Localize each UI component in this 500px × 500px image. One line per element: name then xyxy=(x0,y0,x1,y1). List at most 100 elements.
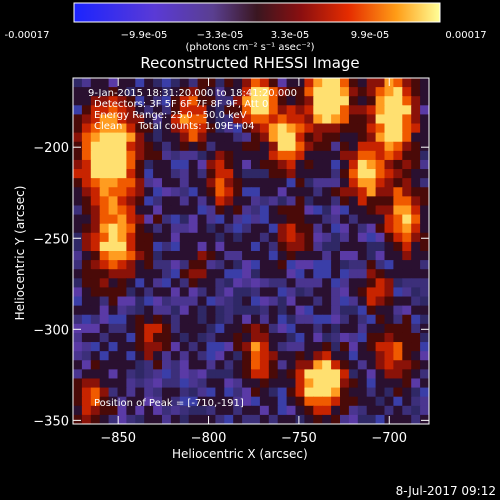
image-pixel xyxy=(215,241,225,252)
image-pixel xyxy=(366,387,377,398)
image-pixel xyxy=(224,396,234,407)
image-pixel xyxy=(126,360,136,370)
image-pixel xyxy=(331,323,341,334)
image-pixel xyxy=(366,332,377,343)
image-pixel xyxy=(188,105,199,116)
image-pixel xyxy=(295,287,305,298)
image-pixel xyxy=(313,87,323,97)
image-pixel xyxy=(135,323,145,334)
image-pixel xyxy=(188,251,199,261)
image-pixel xyxy=(188,414,199,424)
image-pixel xyxy=(162,87,172,97)
image-pixel xyxy=(331,378,341,389)
image-pixel xyxy=(393,114,403,125)
image-pixel xyxy=(402,323,412,334)
image-pixel xyxy=(411,342,421,352)
image-pixel xyxy=(340,232,350,243)
image-pixel xyxy=(224,150,234,161)
image-pixel xyxy=(90,178,101,188)
image-pixel xyxy=(144,241,154,252)
image-pixel xyxy=(170,360,181,370)
image-pixel xyxy=(251,296,261,307)
image-pixel xyxy=(197,132,208,143)
image-pixel xyxy=(393,260,403,270)
image-pixel xyxy=(268,187,279,197)
image-pixel xyxy=(420,232,429,243)
x-tick-label: −700 xyxy=(371,431,407,446)
image-pixel xyxy=(90,296,101,307)
image-pixel xyxy=(331,150,341,161)
rhessi-image xyxy=(73,78,429,424)
image-pixel xyxy=(206,132,216,143)
image-pixel xyxy=(126,159,136,170)
image-pixel xyxy=(286,360,297,370)
image-pixel xyxy=(117,387,127,398)
image-pixel xyxy=(304,132,314,143)
image-pixel xyxy=(242,332,252,343)
image-pixel xyxy=(206,305,216,316)
image-pixel xyxy=(357,287,368,298)
image-pixel xyxy=(357,187,368,197)
image-pixel xyxy=(126,241,136,252)
image-pixel xyxy=(268,196,279,207)
image-pixel xyxy=(384,278,394,289)
image-pixel xyxy=(81,205,92,216)
image-pixel xyxy=(286,96,297,106)
image-pixel xyxy=(348,214,359,225)
image-pixel xyxy=(233,169,243,179)
image-pixel xyxy=(135,378,145,389)
y-tick-label: −200 xyxy=(33,141,69,156)
image-pixel xyxy=(126,342,136,352)
image-pixel xyxy=(233,296,243,307)
image-pixel xyxy=(81,114,92,125)
image-pixel xyxy=(73,305,83,316)
image-pixel xyxy=(242,96,252,106)
image-pixel xyxy=(206,414,216,424)
image-pixel xyxy=(153,360,163,370)
image-pixel xyxy=(197,360,208,370)
image-pixel xyxy=(162,123,172,134)
image-pixel xyxy=(268,287,279,298)
image-pixel xyxy=(99,305,110,316)
image-pixel xyxy=(420,287,429,298)
image-pixel xyxy=(357,332,368,343)
image-pixel xyxy=(206,205,216,216)
image-pixel xyxy=(224,378,234,389)
image-pixel xyxy=(135,269,145,279)
image-pixel xyxy=(224,214,234,225)
image-pixel xyxy=(348,123,359,134)
image-pixel xyxy=(348,396,359,407)
image-pixel xyxy=(375,169,386,179)
image-pixel xyxy=(375,323,386,334)
image-pixel xyxy=(242,169,252,179)
image-pixel xyxy=(277,387,288,398)
image-pixel xyxy=(331,360,341,370)
image-pixel xyxy=(348,342,359,352)
image-pixel xyxy=(179,105,190,116)
image-pixel xyxy=(126,396,136,407)
image-pixel xyxy=(153,251,163,261)
image-pixel xyxy=(90,269,101,279)
image-pixel xyxy=(251,169,261,179)
image-pixel xyxy=(277,323,288,334)
image-pixel xyxy=(99,251,110,261)
image-pixel xyxy=(108,378,119,389)
image-pixel xyxy=(384,178,394,188)
image-pixel xyxy=(259,342,270,352)
image-pixel xyxy=(81,141,92,152)
image-pixel xyxy=(402,196,412,207)
image-pixel xyxy=(179,260,190,270)
image-pixel xyxy=(90,123,101,134)
image-pixel xyxy=(420,342,429,352)
image-pixel xyxy=(224,251,234,261)
image-pixel xyxy=(286,305,297,316)
image-pixel xyxy=(384,114,394,125)
image-pixel xyxy=(357,305,368,316)
image-pixel xyxy=(117,214,127,225)
image-pixel xyxy=(117,196,127,207)
image-pixel xyxy=(162,269,172,279)
image-pixel xyxy=(384,405,394,416)
image-pixel xyxy=(313,278,323,289)
image-pixel xyxy=(286,251,297,261)
image-pixel xyxy=(304,260,314,270)
